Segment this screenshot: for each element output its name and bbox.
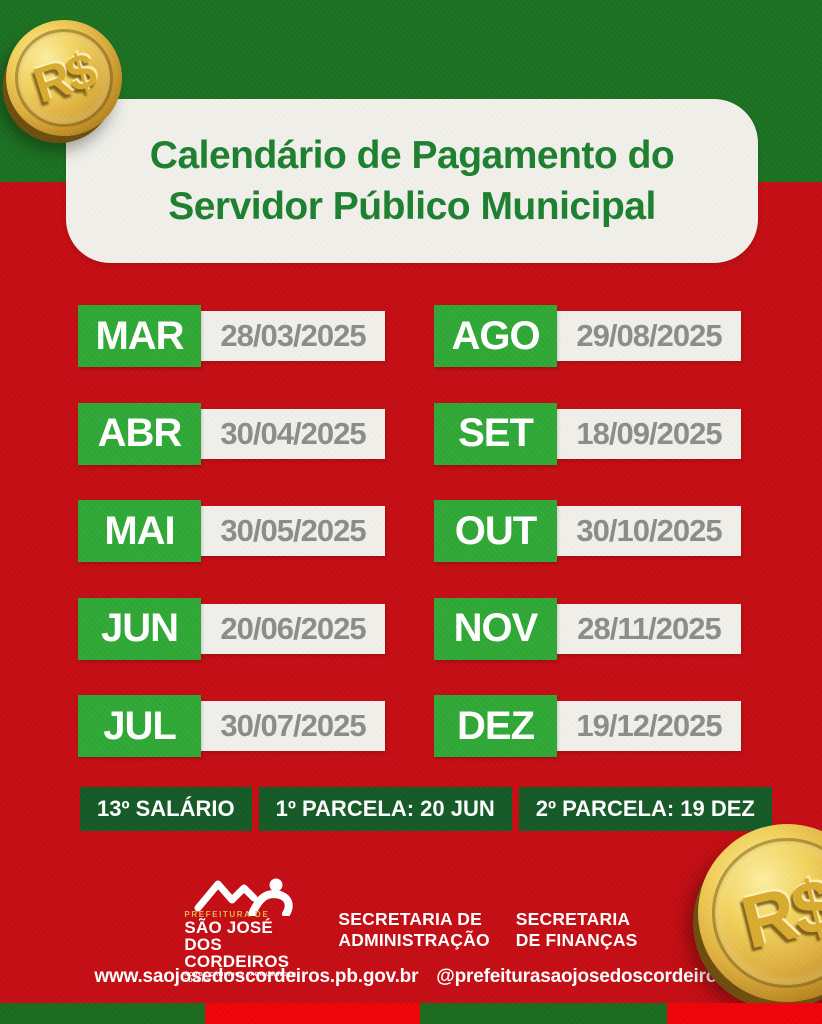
thirteenth-salary-row: 13º SALÁRIO 1º PARCELA: 20 JUN 2º PARCEL…: [80, 787, 772, 831]
title-line-1: Calendário de Pagamento do: [149, 134, 675, 177]
payment-date: 30/07/2025: [201, 701, 385, 751]
contact-links-row: www.saojosedoscordeiros.pb.gov.br @prefe…: [0, 966, 822, 988]
payment-date: 30/05/2025: [201, 506, 385, 556]
payment-date: 30/10/2025: [557, 506, 741, 556]
thirteenth-salary-parcel-2: 2º PARCELA: 19 DEZ: [518, 787, 772, 831]
month-badge: DEZ: [434, 695, 557, 757]
month-badge: AGO: [434, 305, 557, 367]
title-card: Calendário de Pagamento do Servidor Públ…: [66, 99, 758, 263]
logo-city-line-1: SÃO JOSÉ: [184, 918, 273, 937]
schedule-row: NOV 28/11/2025: [434, 597, 741, 660]
secretariat-line: DE FINANÇAS: [515, 930, 638, 950]
schedule-row: OUT 30/10/2025: [434, 500, 741, 562]
schedule-row: AGO 29/08/2025: [434, 305, 741, 367]
prefeitura-logo: PREFEITURA DE SÃO JOSÉ DOS CORDEIROS NOV…: [184, 876, 312, 984]
secretariat-line: ADMINISTRAÇÃO: [338, 930, 490, 950]
title-line-2: Servidor Público Municipal: [168, 185, 656, 228]
logo-city-line-2: DOS CORDEIROS: [184, 935, 290, 971]
secretariat-line: SECRETARIA: [515, 909, 631, 929]
secretariat-administracao: SECRETARIA DE ADMINISTRAÇÃO: [338, 909, 489, 951]
secretariat-financas: SECRETARIA DE FINANÇAS: [516, 909, 638, 951]
schedule-row: ABR 30/04/2025: [78, 402, 385, 465]
website-url: www.saojosedoscordeiros.pb.gov.br: [94, 966, 419, 987]
secretariat-line: SECRETARIA DE: [338, 909, 483, 929]
strip-segment-green: [420, 1003, 667, 1024]
schedule-row: MAR 28/03/2025: [78, 305, 385, 367]
payment-date: 18/09/2025: [557, 408, 741, 459]
payment-date: 20/06/2025: [201, 603, 385, 654]
schedule-row: JUL 30/07/2025: [78, 695, 385, 757]
schedule-column-right: AGO 29/08/2025 SET 18/09/2025 OUT 30/10/…: [434, 305, 741, 757]
payment-date: 29/08/2025: [557, 311, 741, 361]
strip-segment-red: [205, 1003, 420, 1024]
month-badge: ABR: [78, 402, 201, 465]
strip-segment-green: [0, 1003, 205, 1024]
logo-tagline: NOVOS CAMINHOS PARA UM NOVO FUTURO: [184, 972, 297, 984]
payment-date: 19/12/2025: [557, 701, 741, 751]
month-badge: MAI: [78, 500, 201, 562]
poster-title: Calendário de Pagamento do Servidor Públ…: [149, 130, 675, 232]
schedule-column-left: MAR 28/03/2025 ABR 30/04/2025 MAI 30/05/…: [78, 305, 385, 757]
month-badge: NOV: [434, 597, 557, 660]
footer: PREFEITURA DE SÃO JOSÉ DOS CORDEIROS NOV…: [0, 876, 822, 984]
bottom-flag-strip: [0, 1003, 822, 1024]
payment-date: 28/11/2025: [557, 603, 741, 654]
schedule-row: JUN 20/06/2025: [78, 597, 385, 660]
month-badge: JUL: [78, 695, 201, 757]
schedule-row: SET 18/09/2025: [434, 402, 741, 465]
payment-date: 30/04/2025: [201, 408, 385, 459]
payment-date: 28/03/2025: [201, 311, 385, 361]
mountains-person-logo-icon: [194, 878, 294, 916]
currency-symbol: R$: [26, 42, 102, 114]
month-badge: MAR: [78, 305, 201, 367]
month-badge: SET: [434, 402, 557, 465]
month-badge: OUT: [434, 500, 557, 562]
social-handle: @prefeiturasaojosedoscordeiros: [436, 966, 728, 987]
schedule-row: MAI 30/05/2025: [78, 500, 385, 562]
thirteenth-salary-label: 13º SALÁRIO: [80, 787, 252, 831]
schedule-row: DEZ 19/12/2025: [434, 695, 741, 757]
month-badge: JUN: [78, 597, 201, 660]
strip-segment-red: [667, 1003, 822, 1024]
currency-symbol: R$: [732, 861, 822, 965]
thirteenth-salary-parcel-1: 1º PARCELA: 20 JUN: [258, 787, 512, 831]
logo-pretitle: PREFEITURA DE: [184, 910, 270, 919]
